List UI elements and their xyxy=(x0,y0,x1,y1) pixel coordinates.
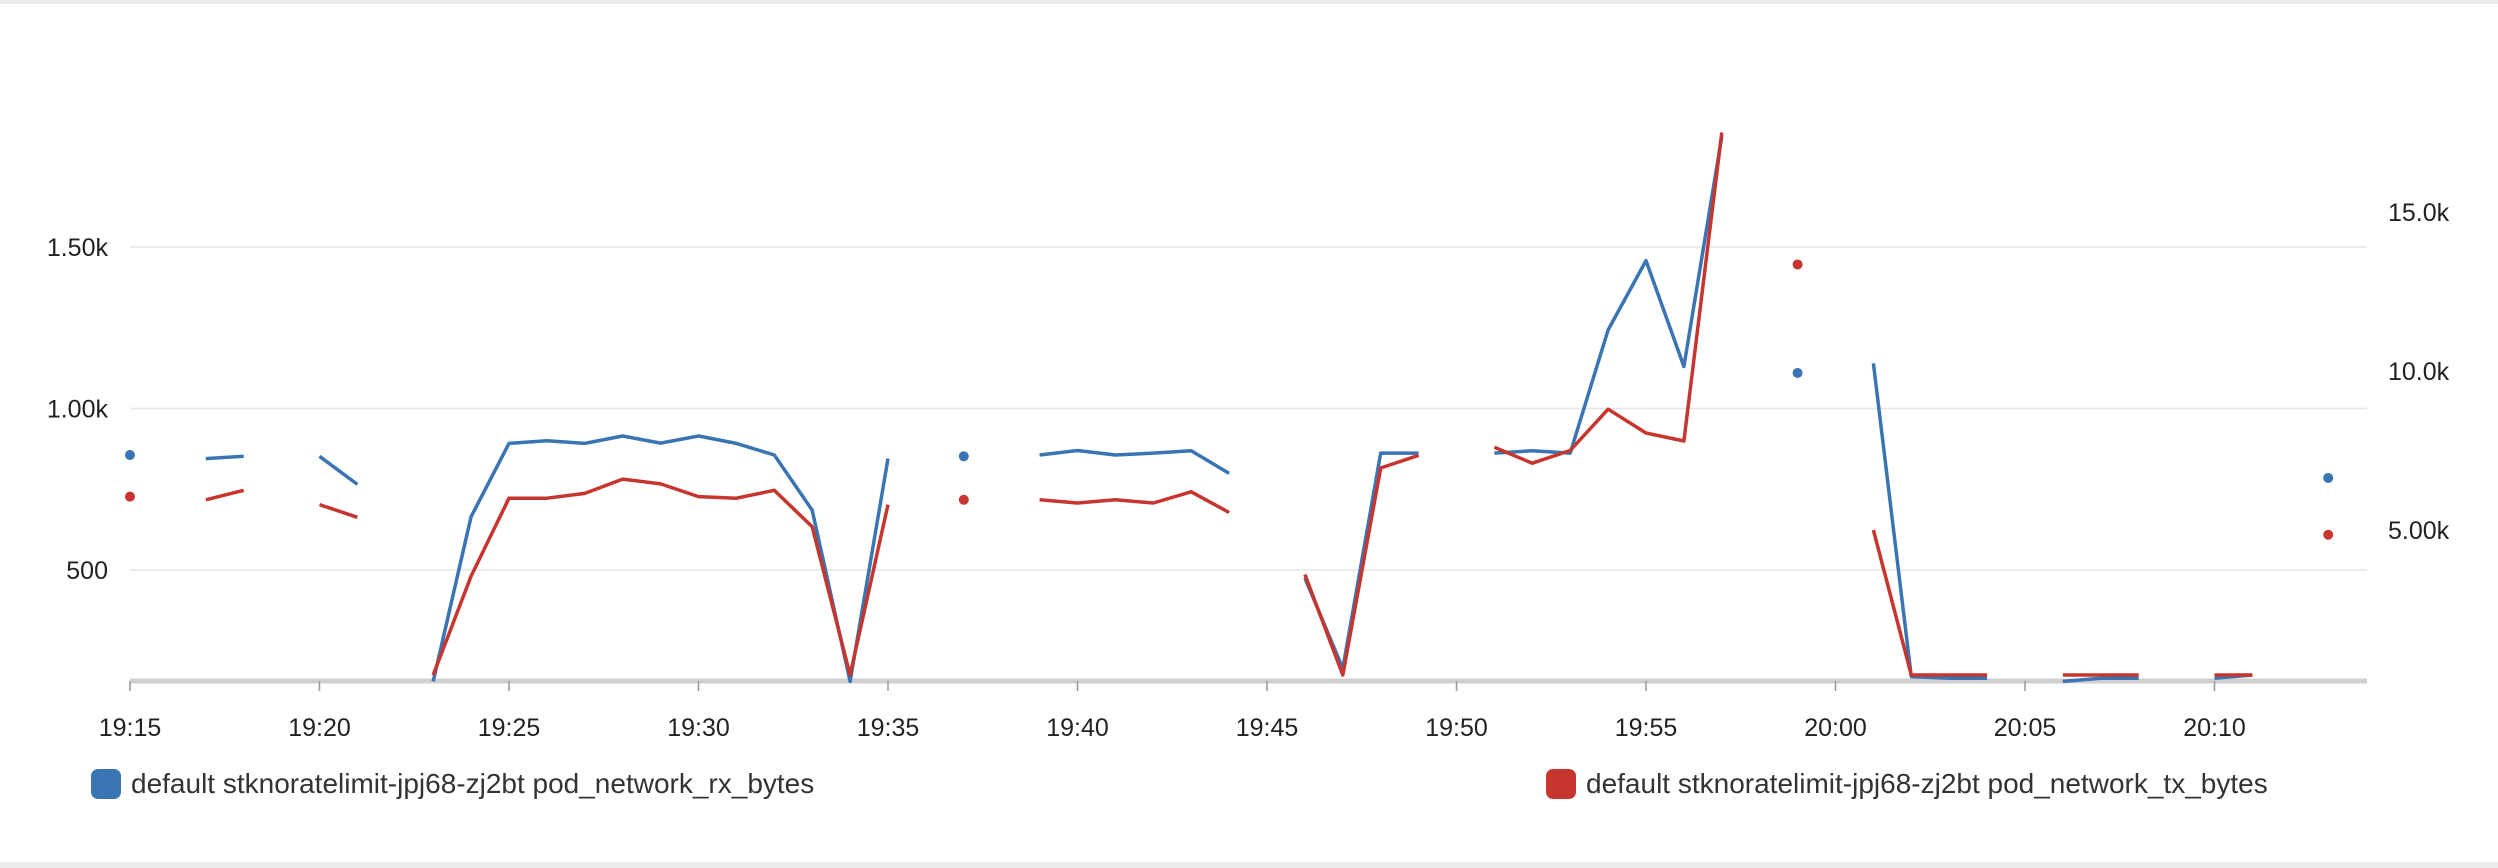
legend-swatch-rx xyxy=(91,769,121,799)
x-tick-label-7: 19:50 xyxy=(1425,714,1488,742)
x-tick-label-0: 19:15 xyxy=(99,714,162,742)
x-tick-label-5: 19:40 xyxy=(1046,714,1109,742)
y-axis-right: 5.00k 10.0k 15.0k xyxy=(2388,199,2450,545)
series-tx-line-5 xyxy=(1039,490,1230,515)
series-tx-point-0 xyxy=(125,491,135,502)
series-tx-line-7 xyxy=(1493,132,1724,465)
x-tick-label-9: 20:00 xyxy=(1804,714,1867,742)
x-axis: 19:15 19:20 19:25 19:30 19:35 19:40 19:45 19:50… xyxy=(99,681,2246,742)
x-tick-label-2: 19:25 xyxy=(478,714,541,742)
x-tick-label-6: 19:45 xyxy=(1236,714,1299,742)
series-rx-line-1 xyxy=(205,454,244,461)
y-left-tick-2: 1.50k xyxy=(47,234,109,262)
series-rx-line-5 xyxy=(1039,448,1230,475)
y-right-tick-0: 5.00k xyxy=(2388,517,2450,545)
series-rx-line-7 xyxy=(1494,136,1724,455)
legend-label-rx: default stknoratelimit-jpj68-zj2bt pod_n… xyxy=(131,768,815,799)
x-tick-label-10: 20:05 xyxy=(1994,714,2057,742)
series-rx-point-12 xyxy=(2323,472,2334,483)
series-rx xyxy=(125,136,2334,684)
series-tx-line-9 xyxy=(1871,529,1988,677)
y-right-tick-1: 10.0k xyxy=(2388,358,2450,386)
series-tx-point-4 xyxy=(958,494,969,505)
series-rx-line-9 xyxy=(1871,363,1988,680)
series-rx-point-8 xyxy=(1792,367,1803,378)
chart-top-border xyxy=(0,0,2498,4)
series-rx-point-0 xyxy=(125,450,135,461)
series-group xyxy=(125,132,2334,684)
series-rx-line-3 xyxy=(431,434,890,684)
series-rx-line-10 xyxy=(2062,676,2139,684)
chart-bottom-border xyxy=(0,862,2498,868)
series-tx-point-12 xyxy=(2323,529,2334,540)
x-tick-label-8: 19:55 xyxy=(1615,714,1678,742)
series-rx-point-4 xyxy=(958,451,969,462)
series-tx-point-8 xyxy=(1792,259,1803,270)
series-tx-line-6 xyxy=(1303,453,1420,677)
legend-label-tx: default stknoratelimit-jpj68-zj2bt pod_n… xyxy=(1586,768,2268,799)
series-rx-line-2 xyxy=(318,454,359,486)
legend-item-rx[interactable]: default stknoratelimit-jpj68-zj2bt pod_n… xyxy=(91,766,814,802)
legend-swatch-tx xyxy=(1546,769,1576,799)
legend-item-tx[interactable]: default stknoratelimit-jpj68-zj2bt pod_n… xyxy=(1546,766,2268,802)
series-tx-line-3 xyxy=(431,477,890,677)
series-tx xyxy=(125,132,2334,677)
series-tx-line-2 xyxy=(318,502,358,519)
y-right-tick-2: 15.0k xyxy=(2388,199,2450,227)
x-tick-label-1: 19:20 xyxy=(288,714,351,742)
x-tick-label-11: 20:10 xyxy=(2183,714,2246,742)
x-tick-label-3: 19:30 xyxy=(667,714,730,742)
grid-lines xyxy=(130,246,2367,684)
y-left-tick-0: 500 xyxy=(66,557,108,585)
series-tx-line-1 xyxy=(205,488,245,502)
series-rx-line-6 xyxy=(1303,451,1419,671)
y-axis-left: 500 1.00k 1.50k xyxy=(47,234,109,585)
x-tick-label-4: 19:35 xyxy=(857,714,920,742)
network-bytes-chart[interactable]: 19:15 19:20 19:25 19:30 19:35 19:40 19:45 19:50… xyxy=(0,0,2498,760)
y-left-tick-1: 1.00k xyxy=(47,396,109,424)
